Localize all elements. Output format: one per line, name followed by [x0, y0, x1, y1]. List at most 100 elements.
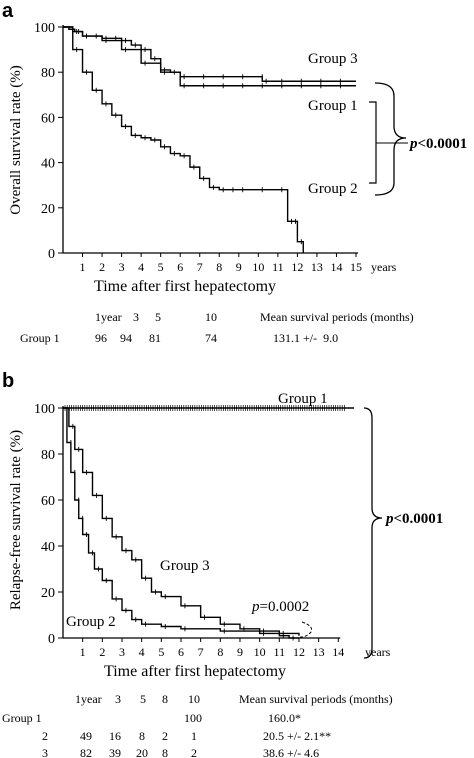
y-tick-label: 20: [41, 202, 55, 217]
panel-a-group1-label: Group 1: [308, 98, 358, 114]
panel-a-series-group-3: [63, 26, 356, 82]
panel-b-table: 1year 3 5 8 10 Mean survival periods (mo…: [2, 692, 393, 758]
x-tick-label: 3: [119, 645, 125, 659]
x-tick-label: 12: [293, 645, 305, 659]
table-b-cell: 20: [136, 746, 148, 758]
table-b-mean-cell: 38.6 +/- 4.6: [263, 746, 319, 758]
table-b-cell: 1: [191, 729, 197, 743]
x-tick-label: 14: [330, 260, 342, 274]
table-a-header-5: 5: [155, 310, 161, 324]
x-tick-label: 14: [332, 645, 344, 659]
x-tick-label: 9: [236, 260, 242, 274]
x-tick-label: 15: [350, 260, 362, 274]
x-tick-label: 7: [198, 645, 204, 659]
x-tick-label: 2: [99, 260, 105, 274]
y-tick-label: 60: [41, 494, 55, 509]
table-b-row-group1-label: Group 1: [2, 711, 42, 725]
y-tick-label: 80: [41, 66, 55, 81]
x-tick-label: 6: [178, 645, 184, 659]
panel-b-outer-bracket: [363, 407, 383, 659]
x-tick-label: 12: [291, 260, 303, 274]
table-b-cell: 2: [162, 729, 168, 743]
panel-b-group2-label: Group 2: [66, 614, 116, 630]
panel-a-series: [63, 26, 356, 253]
panel-a-inner-bracket: [369, 101, 377, 184]
table-b-mean-header: Mean survival periods (months): [239, 692, 393, 706]
x-tick-label: 4: [138, 260, 144, 274]
table-a-mean-cell: 131.1 +/- 9.0: [273, 331, 338, 345]
table-b-header-10: 10: [188, 692, 200, 706]
panel-a-ylabel: Overall survival rate (%): [8, 65, 24, 215]
table-b-cell: 8: [162, 746, 168, 758]
panel-a-series-group-2: [63, 26, 304, 253]
panel-a-table: 1year 3 5 10 Mean survival periods (mont…: [20, 310, 414, 345]
panel-b-pair-pvalue: p=0.0002: [251, 599, 309, 615]
x-tick-label: 1: [80, 260, 86, 274]
x-tick-label: 10: [254, 645, 266, 659]
x-tick-label: 5: [158, 645, 164, 659]
y-tick-label: 40: [41, 157, 55, 172]
table-b-cell: 2: [191, 746, 197, 758]
x-unit-label: years: [371, 260, 397, 274]
y-tick-label: 100: [34, 402, 55, 417]
y-tick-label: 60: [41, 111, 55, 126]
panel-b-group3-label: Group 3: [160, 558, 210, 574]
panel-b-series-group-3: [63, 407, 300, 636]
table-a-cell: 74: [205, 331, 217, 345]
panel-b-letter: b: [2, 370, 14, 392]
table-b-header-5: 5: [140, 692, 146, 706]
panel-b-pvalue: p<0.0001: [384, 511, 443, 527]
panel-a-outer-bracket: [374, 82, 407, 196]
x-tick-label: 5: [158, 260, 164, 274]
panel-b-group1-label: Group 1: [278, 391, 328, 407]
table-a-header-1year: 1year: [95, 310, 122, 324]
table-b-header-1year: 1year: [75, 692, 102, 706]
x-tick-label: 1: [80, 645, 86, 659]
panel-b-ylabel: Relapse-free survival rate (%): [8, 430, 24, 610]
table-b-header-8: 8: [162, 692, 168, 706]
panel-b-series-group-2: [63, 407, 299, 639]
x-tick-label: 8: [217, 645, 223, 659]
panel-a-pvalue: p<0.0001: [408, 136, 467, 152]
x-tick-label: 3: [119, 260, 125, 274]
y-tick-label: 0: [48, 247, 55, 262]
y-tick-label: 20: [41, 586, 55, 601]
panel-a-xlabel: Time after first hepatectomy: [94, 278, 276, 295]
y-tick-label: 40: [41, 540, 55, 555]
table-b-mean-cell: 160.0*: [268, 711, 301, 725]
x-tick-label: 11: [272, 260, 284, 274]
panel-b: b Relapse-free survival rate (%) 0 20 40 60…: [2, 370, 443, 680]
table-a-mean-header: Mean survival periods (months): [260, 310, 414, 324]
x-tick-label: 4: [139, 645, 145, 659]
panel-b-pair-bracket: [297, 621, 313, 638]
table-b-cell: 16: [109, 729, 121, 743]
table-b-mean-cell: 20.5 +/- 2.1**: [263, 729, 331, 743]
panel-a-group2-label: Group 2: [308, 181, 358, 197]
x-tick-label: 13: [313, 645, 325, 659]
table-a-cell: 96: [95, 331, 107, 345]
table-b-row-2-label: 2: [42, 729, 48, 743]
table-b-cell: 82: [80, 746, 92, 758]
table-a-cell: 81: [149, 331, 161, 345]
table-a-header-3: 3: [133, 310, 139, 324]
table-b-cell: 8: [139, 729, 145, 743]
panel-a: a Overall survival rate (%) 0 20 40 60 80 100…: [2, 0, 467, 295]
table-a-header-10: 10: [205, 310, 217, 324]
x-tick-label: 6: [177, 260, 183, 274]
x-tick-label: 13: [311, 260, 323, 274]
panel-b-series: [63, 405, 355, 641]
y-tick-label: 80: [41, 448, 55, 463]
x-tick-label: 8: [216, 260, 222, 274]
panel-a-axes: [62, 25, 358, 254]
x-tick-label: 10: [252, 260, 264, 274]
table-b-cell: 100: [184, 711, 202, 725]
x-tick-label: 7: [197, 260, 203, 274]
panel-a-letter: a: [2, 0, 14, 22]
table-a-row-group1-label: Group 1: [20, 331, 60, 345]
table-b-row-3-label: 3: [42, 746, 48, 758]
x-tick-label: 2: [99, 645, 105, 659]
table-b-header-3: 3: [115, 692, 121, 706]
